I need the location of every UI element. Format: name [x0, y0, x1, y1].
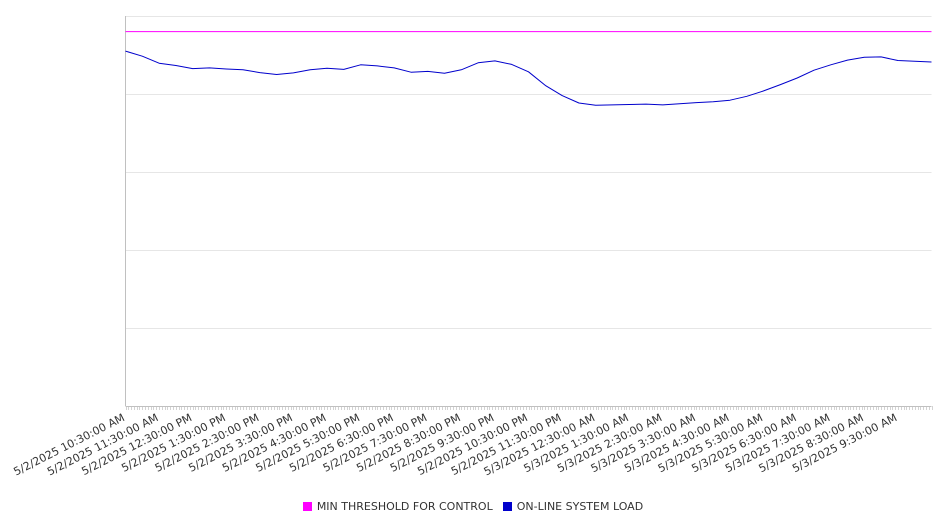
axes [125, 16, 933, 410]
legend-label-threshold: MIN THRESHOLD FOR CONTROL [316, 499, 493, 513]
legend-label-load: ON-LINE SYSTEM LOAD [516, 499, 644, 513]
legend-item-threshold: MIN THRESHOLD FOR CONTROL [302, 499, 493, 513]
legend-item-load: ON-LINE SYSTEM LOAD [502, 499, 644, 513]
legend-swatch-threshold [302, 501, 312, 511]
series-lines [125, 31, 932, 106]
system-load-line [125, 50, 932, 106]
grid-lines [125, 16, 932, 329]
legend: MIN THRESHOLD FOR CONTROL ON-LINE SYSTEM… [0, 498, 946, 514]
x-tick-labels: 5/2/2025 10:30:00 AM5/2/2025 11:30:00 AM… [12, 411, 900, 478]
legend-swatch-load [502, 501, 512, 511]
